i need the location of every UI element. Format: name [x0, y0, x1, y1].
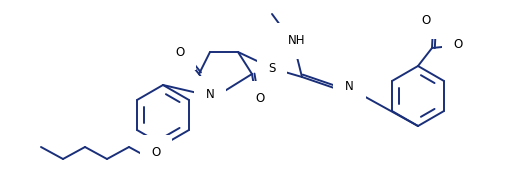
- Text: N: N: [345, 80, 354, 94]
- Text: S: S: [268, 61, 276, 74]
- Text: O: O: [255, 93, 265, 105]
- Text: O: O: [454, 39, 462, 51]
- Text: O: O: [175, 46, 185, 59]
- Text: N: N: [206, 88, 215, 100]
- Text: O: O: [151, 146, 161, 160]
- Text: O: O: [421, 15, 431, 27]
- Text: NH: NH: [288, 35, 306, 47]
